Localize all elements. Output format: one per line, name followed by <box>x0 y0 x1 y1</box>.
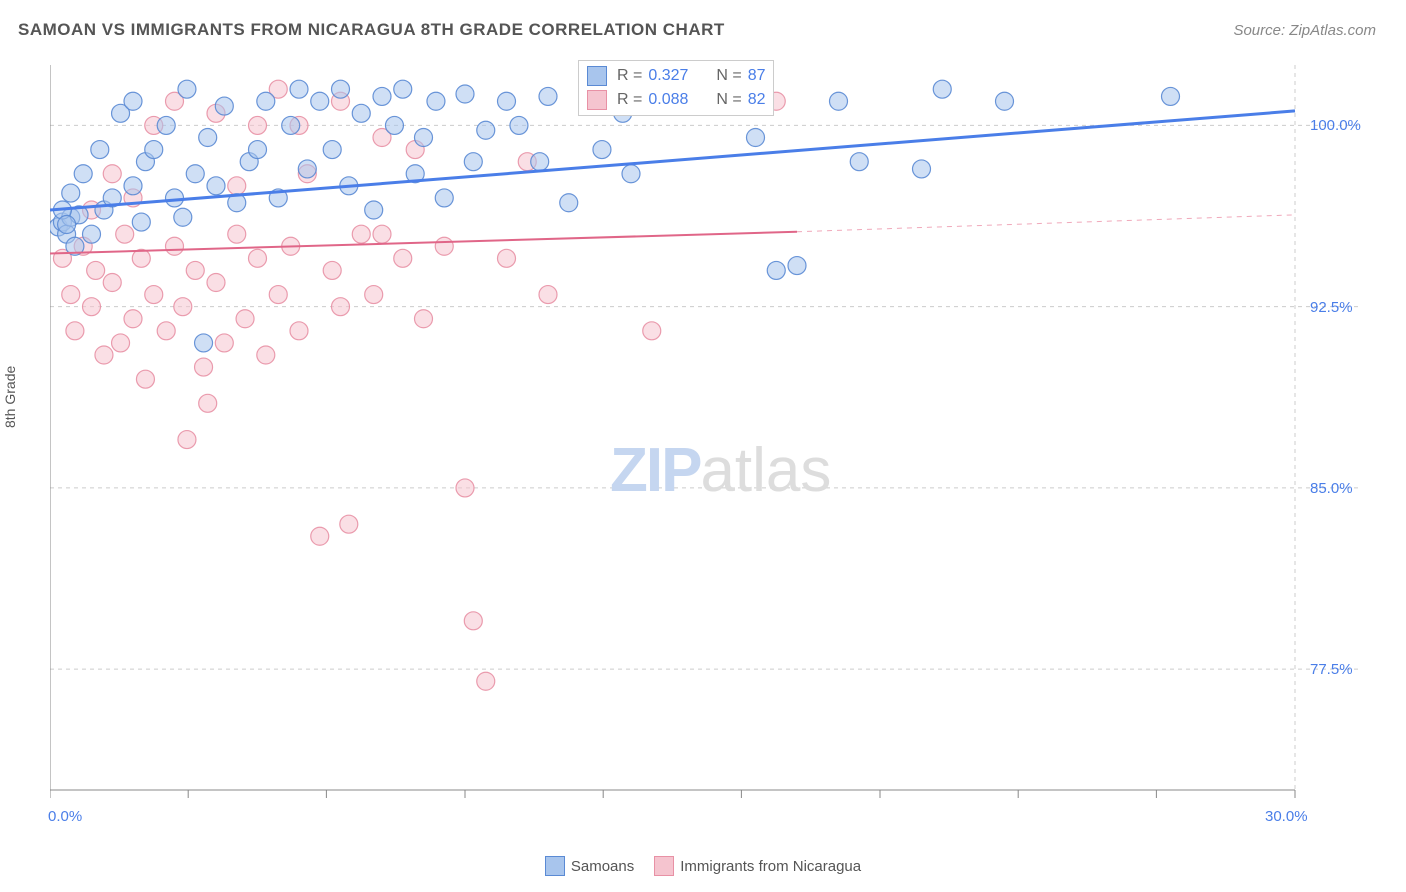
y-axis-grid-label: 85.0% <box>1310 480 1353 497</box>
source-attribution: Source: ZipAtlas.com <box>1233 22 1376 39</box>
legend-statistics: R = 0.327 N = 87 R = 0.088 N = 82 <box>578 60 774 116</box>
x-axis-min-label: 0.0% <box>48 808 82 825</box>
n-value: 87 <box>748 67 766 85</box>
legend-series-label: Immigrants from Nicaragua <box>680 858 861 875</box>
legend-swatch <box>545 856 565 876</box>
n-value: 82 <box>748 91 766 109</box>
x-axis-max-label: 30.0% <box>1265 808 1308 825</box>
y-axis-label: 8th Grade <box>2 366 18 428</box>
n-label: N = <box>716 67 741 85</box>
chart-container: ZIPatlas <box>50 55 1360 815</box>
r-label: R = <box>617 67 642 85</box>
legend-series-item: Immigrants from Nicaragua <box>654 856 861 876</box>
y-axis-grid-label: 77.5% <box>1310 661 1353 678</box>
legend-series: Samoans Immigrants from Nicaragua <box>0 856 1406 880</box>
y-axis-grid-label: 92.5% <box>1310 299 1353 316</box>
r-value: 0.327 <box>648 67 698 85</box>
y-axis-grid-label: 100.0% <box>1310 117 1361 134</box>
chart-title: SAMOAN VS IMMIGRANTS FROM NICARAGUA 8TH … <box>18 20 725 40</box>
scatter-plot <box>50 55 1360 815</box>
legend-series-label: Samoans <box>571 858 634 875</box>
legend-swatch <box>587 90 607 110</box>
r-label: R = <box>617 91 642 109</box>
legend-swatch <box>654 856 674 876</box>
legend-stat-row: R = 0.327 N = 87 <box>587 64 765 88</box>
r-value: 0.088 <box>648 91 698 109</box>
n-label: N = <box>716 91 741 109</box>
legend-swatch <box>587 66 607 86</box>
legend-stat-row: R = 0.088 N = 82 <box>587 88 765 112</box>
legend-series-item: Samoans <box>545 856 634 876</box>
